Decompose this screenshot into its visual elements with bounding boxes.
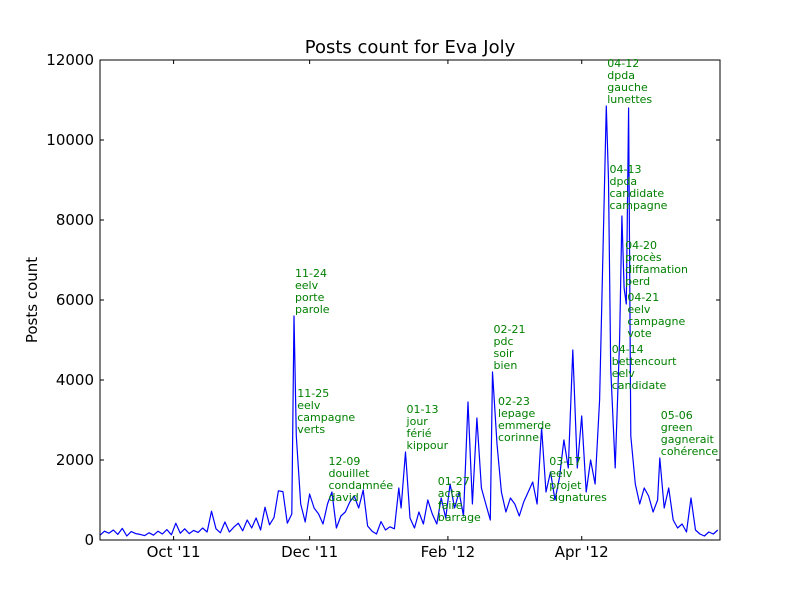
annotation-label: candidate <box>612 379 667 392</box>
annotation-label: signatures <box>549 491 607 504</box>
annotation-label: cohérence <box>661 445 719 458</box>
annotation-label: lunettes <box>607 93 652 106</box>
annotation-label: dpda <box>607 69 635 82</box>
annotation-label: faire <box>438 499 463 512</box>
annotation-label: 01-27 <box>438 475 470 488</box>
annotation-label: 04-20 <box>625 239 657 252</box>
x-tick-label: Oct '11 <box>147 543 201 561</box>
annotation-label: eelv <box>627 303 651 316</box>
y-tick-label: 2000 <box>56 451 94 469</box>
annotation-label: bettencourt <box>612 355 677 368</box>
annotation-label: gagnerait <box>661 433 715 446</box>
annotation-label: 02-23 <box>498 395 530 408</box>
annotation-label: emmerde <box>498 419 551 432</box>
annotation-label: 04-12 <box>607 57 639 70</box>
series-line-0 <box>99 105 719 537</box>
annotation-label: perd <box>625 275 650 288</box>
annotation-label: david <box>328 491 358 504</box>
annotation-label: procès <box>625 251 662 264</box>
annotation-label: bien <box>494 359 518 372</box>
annotation-label: eelv <box>549 467 573 480</box>
x-tick-label: Apr '12 <box>555 543 609 561</box>
plot-area: 0 2000 4000 6000 8000 10000 12000 Oct '11 Dec '1… <box>46 51 721 561</box>
y-tick-label: 8000 <box>56 211 94 229</box>
y-axis-label: Posts count <box>23 257 41 343</box>
annotation-label: eelv <box>295 279 319 292</box>
x-tick-label: Feb '12 <box>421 543 476 561</box>
annotation-label: 11-24 <box>295 267 327 280</box>
annotation-label: 01-13 <box>407 403 439 416</box>
annotation-label: verts <box>297 423 325 436</box>
annotation-label: campagne <box>609 199 667 212</box>
annotation-label: diffamation <box>625 263 688 276</box>
annotation-label: douillet <box>328 467 370 480</box>
annotation-label: vote <box>627 327 652 340</box>
annotation-label: green <box>661 421 693 434</box>
annotation-label: projet <box>549 479 582 492</box>
annotation-label: porte <box>295 291 325 304</box>
annotation-label: corinne <box>498 431 539 444</box>
annotation-label: 05-06 <box>661 409 693 422</box>
annotation-label: pdc <box>494 335 514 348</box>
annotation-label: jour <box>406 415 429 428</box>
annotation-label: gauche <box>607 81 648 94</box>
annotation-label: 12-09 <box>328 455 360 468</box>
annotation-label: campagne <box>297 411 355 424</box>
chart-title: Posts count for Eva Joly <box>305 37 516 58</box>
y-tick-label: 0 <box>84 531 94 549</box>
annotation-label: 04-13 <box>609 163 641 176</box>
annotation-label: condamnée <box>328 479 393 492</box>
annotation-label: férié <box>407 427 432 440</box>
annotation-label: lepage <box>498 407 536 420</box>
annotation-label: kippour <box>407 439 449 452</box>
annotation-label: 03-17 <box>549 455 581 468</box>
annotation-label: barrage <box>438 511 481 524</box>
x-tick-label: Dec '11 <box>281 543 338 561</box>
annotation-label: acta <box>438 487 462 500</box>
annotation-label: 02-21 <box>494 323 526 336</box>
annotation-label: eelv <box>297 399 321 412</box>
annotation-label: 04-14 <box>612 343 644 356</box>
y-tick-label: 6000 <box>56 291 94 309</box>
annotation-label: dpda <box>609 175 637 188</box>
annotation-label: eelv <box>612 367 636 380</box>
annotation-label: candidate <box>609 187 664 200</box>
annotation-label: 04-21 <box>627 291 659 304</box>
annotation-label: soir <box>494 347 515 360</box>
y-tick-label: 10000 <box>46 131 94 149</box>
y-tick-label: 12000 <box>46 51 94 69</box>
y-tick-label: 4000 <box>56 371 94 389</box>
annotation-label: 11-25 <box>297 387 329 400</box>
annotation-label: parole <box>295 303 330 316</box>
annotation-label: campagne <box>627 315 685 328</box>
